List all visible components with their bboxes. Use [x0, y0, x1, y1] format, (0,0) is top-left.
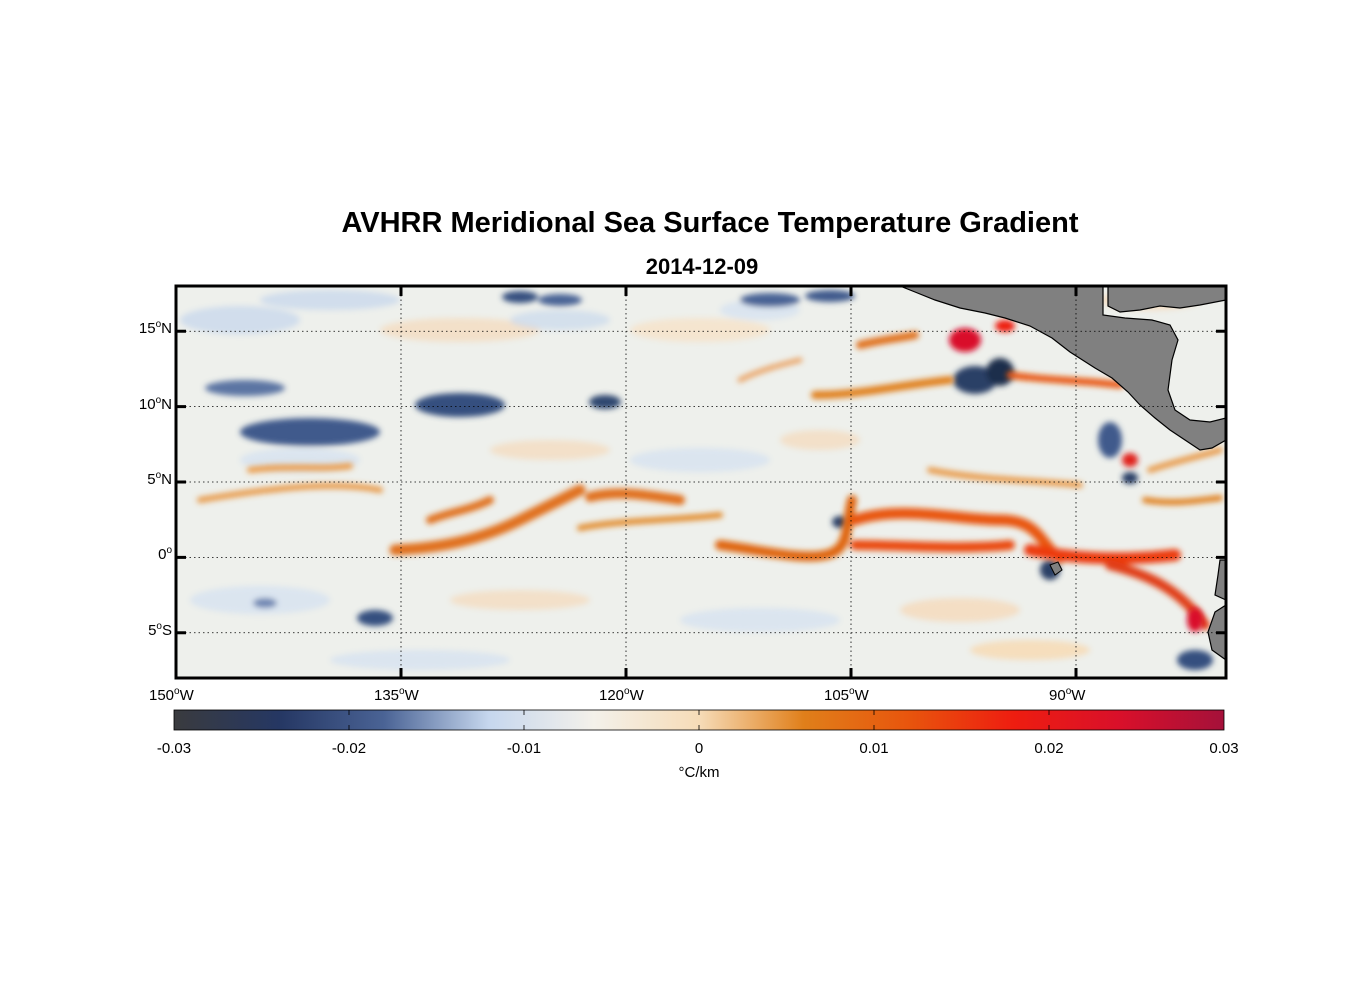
figure-date: 2014-12-09 — [645, 254, 759, 279]
figure-title: AVHRR Meridional Sea Surface Temperature… — [341, 207, 1079, 239]
sst-gradient-field — [176, 286, 1226, 678]
lat-label: 10oN — [138, 394, 172, 413]
colorbar-ticks — [348, 710, 1050, 730]
lon-label: 120oW — [599, 686, 644, 704]
lon-label: 150oW — [149, 686, 194, 704]
lon-label: 135oW — [374, 686, 419, 704]
colorbar-tick-label: -0.01 — [506, 740, 542, 757]
map-frame-ticks — [176, 286, 1226, 678]
colorbar-units: °C/km — [678, 764, 720, 781]
colorbar-tick-label: -0.03 — [156, 740, 192, 757]
colorbar-tick-label: 0.02 — [1034, 740, 1064, 757]
field-texture — [180, 290, 1213, 670]
lat-label: 5oS — [148, 620, 172, 639]
lat-label: 5oN — [147, 470, 172, 488]
lat-label: 15oN — [138, 319, 172, 338]
lat-label: 0o — [158, 545, 172, 564]
land — [899, 286, 1226, 661]
colorbar-tick-label: -0.02 — [331, 740, 367, 757]
colorbar-tick-label: 0.03 — [1209, 740, 1239, 757]
lon-label: 90oW — [1049, 686, 1086, 704]
colorbar-tick-label: 0.01 — [859, 740, 889, 757]
hotspots — [949, 320, 1203, 632]
colorbar-tick-label: 0 — [694, 740, 704, 757]
lon-label: 105oW — [824, 686, 869, 704]
